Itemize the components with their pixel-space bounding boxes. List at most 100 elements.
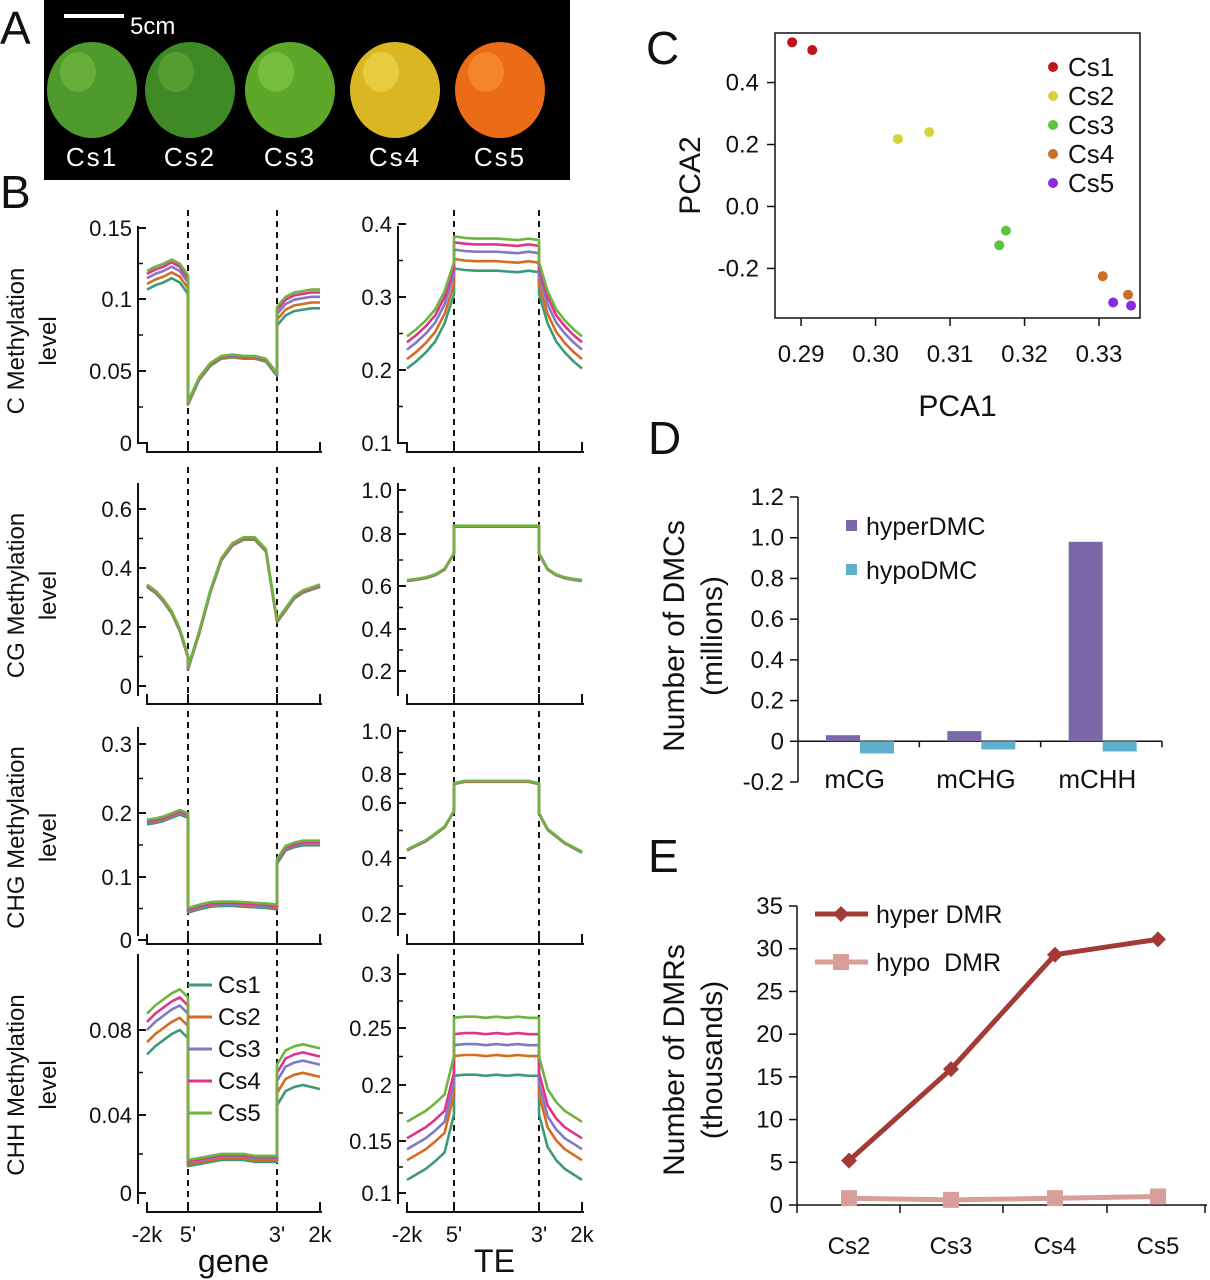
fruit-highlight-2: [158, 52, 194, 92]
y-tick-label: 0.1: [361, 1181, 392, 1206]
bar-hyperdmc-mcg: [826, 735, 860, 742]
y-axis-title-unit: level: [35, 316, 62, 365]
series-line-cs1: [146, 276, 320, 406]
x-tick-label: 5': [446, 1222, 462, 1247]
x-tick-label: Cs5: [1137, 1233, 1180, 1260]
legend-label-cs3: Cs3: [218, 1036, 261, 1063]
marker-hyper-cs2: [841, 1152, 857, 1169]
y-tick-label: 1.2: [751, 484, 784, 511]
panel-e-dmr-lines: 0 5 10 15 20 25 30 35 Cs2 Cs3 Cs4 Cs5 hyper DMR hypo …: [658, 893, 1207, 1260]
bar-hyperdmc-mchg: [947, 731, 982, 742]
y-tick-label: 0.2: [361, 358, 392, 383]
series-line-cs3: [406, 1042, 583, 1151]
panel-d-dmc-bars: -0.2 0 0.2 0.4 0.6 0.8 1.0 1.2 mCG mCHG mCHH hyperD…: [658, 484, 1163, 796]
series-line-cs4: [406, 779, 583, 854]
y-tick-label: 0.1: [361, 431, 392, 456]
fruit-label-5: Cs5: [474, 142, 526, 172]
series-line-cs5: [146, 808, 320, 910]
y-tick-label: 0.8: [751, 565, 784, 592]
methylation-plot-B-C-gene: 0 0.05 0.1 0.15 C Methylation level: [3, 210, 322, 456]
fruit-label-3: Cs3: [264, 142, 316, 172]
x-tick-label: 0.32: [1001, 341, 1048, 368]
y-tick-label: 0.6: [751, 606, 784, 633]
x-tick-label: 3': [269, 1222, 285, 1247]
series-line-cs2: [406, 780, 583, 854]
methylation-plot-B-CHG-TE: 0.2 0.4 0.6 0.8 1.0: [361, 711, 584, 945]
fruit-photo: 5cm Cs1 Cs2 Cs3 Cs4 Cs5: [44, 0, 570, 180]
series-line-hypo: [848, 1194, 1159, 1203]
y-tick-label: 0.3: [101, 732, 132, 757]
y-tick-label: 0.6: [101, 497, 132, 522]
y-tick-label: 0.6: [361, 791, 392, 816]
legend-marker-cs4: [1048, 149, 1058, 159]
legend-label-cs2: Cs2: [1068, 81, 1114, 111]
panel-letter-d: D: [648, 412, 681, 464]
point-cs4: [1123, 289, 1134, 300]
series-line-hyper: [847, 936, 1159, 1163]
x-tick-label: -2k: [132, 1222, 164, 1247]
series-line-cs3: [406, 524, 583, 582]
panel-c-pca-scatter: 0.29 0.30 0.31 0.32 0.33 -0.2 0.0 0.2 0.4 PCA1 PCA…: [674, 32, 1141, 423]
x-tick-label: Cs3: [930, 1233, 973, 1260]
x-axis-title: PCA1: [918, 390, 996, 423]
y-tick-label: 0.2: [361, 659, 392, 684]
y-axis-title: CHH Methylation: [3, 994, 30, 1175]
series-line-cs1: [146, 1028, 321, 1168]
plot-frame: [774, 32, 1141, 319]
y-tick-label: 0.4: [361, 617, 392, 642]
fruit-label-4: Cs4: [369, 142, 421, 172]
point-cs5: [1108, 297, 1119, 308]
y-tick-label: 0.3: [361, 962, 392, 987]
fruit-2: [145, 42, 235, 138]
y-tick-label: -0.2: [743, 769, 784, 796]
x-tick-label: 0.31: [927, 341, 974, 368]
series-line-cs1: [406, 1073, 583, 1182]
y-tick-label: 0: [120, 431, 132, 456]
marker-hyper-cs5: [1150, 931, 1166, 948]
y-tick-label: 0.05: [89, 359, 132, 384]
series-line-cs2: [406, 1053, 583, 1162]
y-tick-label: 0.4: [361, 212, 392, 237]
x-tick-label: Cs4: [1034, 1233, 1077, 1260]
y-tick-label: 0.2: [751, 688, 784, 715]
series-line-cs1: [406, 780, 583, 854]
series-line-cs2: [146, 812, 320, 913]
legend-marker-cs5: [1048, 178, 1058, 188]
y-tick-label: 0: [771, 728, 784, 755]
methylation-plot-B-C-TE: 0.1 0.2 0.3 0.4: [361, 210, 584, 456]
legend-marker-hyper: [833, 906, 849, 922]
y-tick-label: 0.1: [101, 287, 132, 312]
x-tick-label: mCHG: [936, 764, 1015, 794]
legend-label-cs5: Cs5: [1068, 168, 1114, 198]
y-tick-label: -0.2: [718, 255, 759, 282]
y-tick-label: 0.8: [361, 762, 392, 787]
y-tick-label: 1.0: [751, 525, 784, 552]
x-tick-label: 0.30: [852, 341, 899, 368]
x-tick-label: Cs2: [828, 1233, 871, 1260]
scale-label: 5cm: [130, 13, 175, 40]
series-line-cs1: [406, 267, 583, 370]
y-tick-label: 1.0: [361, 719, 392, 744]
legend-marker-cs1: [1048, 62, 1058, 72]
y-tick-label: 0.1: [101, 865, 132, 890]
point-cs4: [1097, 271, 1108, 282]
fruit-5: [455, 42, 545, 138]
legend-label-hypo: hypo DMR: [876, 949, 1001, 977]
legend-marker-cs2: [1048, 91, 1058, 101]
series-line-cs5: [406, 235, 583, 338]
panel-b: 00.050.10.15C Methylation level0.10.20.30…: [3, 210, 595, 1279]
fruit-1: [47, 42, 137, 138]
fruit-highlight-5: [468, 52, 504, 92]
x-tick-label: 5': [180, 1222, 196, 1247]
series-line-cs4: [406, 241, 583, 344]
fruit-label-1: Cs1: [66, 142, 118, 172]
marker-hyper-cs3: [943, 1061, 959, 1078]
x-axis-title: TE: [474, 1243, 515, 1279]
panel-letter-b: B: [0, 166, 31, 218]
series-line-cs4: [146, 810, 320, 911]
legend-label-cs3: Cs3: [1068, 110, 1114, 140]
fruit-4: [350, 42, 440, 138]
series-line-cs2: [146, 1016, 321, 1166]
series-line-cs4: [406, 524, 583, 582]
